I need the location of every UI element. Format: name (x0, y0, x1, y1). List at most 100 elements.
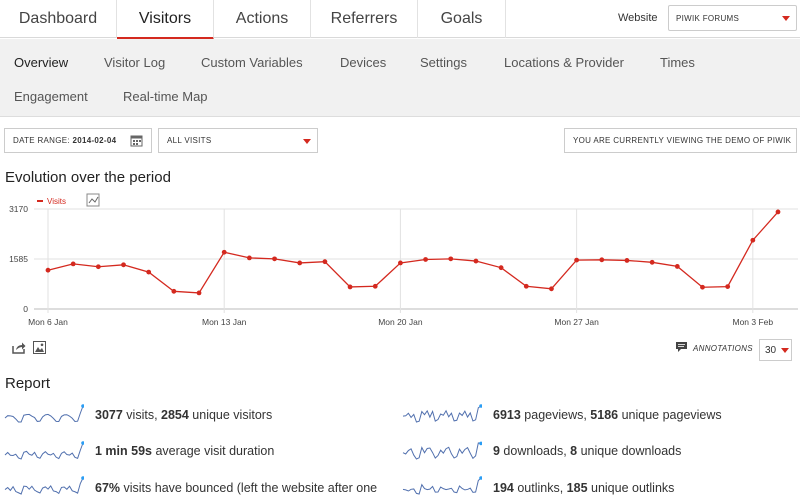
metric-label: unique pageviews (618, 408, 722, 422)
data-point[interactable] (423, 257, 428, 262)
data-point[interactable] (549, 286, 554, 292)
data-point[interactable] (700, 284, 705, 290)
tab-referrers[interactable]: Referrers (311, 0, 418, 38)
date-range-picker[interactable]: DATE RANGE: 2014-02-04 (4, 128, 152, 153)
sub-navigation: Overview Visitor Log Custom Variables De… (0, 39, 800, 117)
tab-actions[interactable]: Actions (214, 0, 311, 38)
subtab-settings[interactable]: Settings (420, 55, 467, 70)
metric-label: unique visitors (188, 408, 273, 422)
metric-bounce-rate: 67% (95, 481, 121, 495)
series-line-visits (47, 211, 779, 294)
metric-label: unique outlinks (587, 481, 675, 495)
metric-label: pageviews, (520, 408, 591, 422)
segment-selector[interactable]: ALL VISITS (158, 128, 318, 153)
tab-dashboard[interactable]: Dashboard (0, 0, 117, 38)
data-point[interactable] (624, 258, 630, 263)
sparkline-last-point (81, 404, 84, 408)
data-point[interactable] (246, 255, 252, 261)
chart-type-icon[interactable] (86, 193, 100, 207)
annotations-icon[interactable] (675, 341, 688, 353)
period-limit-value: 30 (765, 345, 777, 356)
sparkline-downloads (402, 441, 482, 460)
metric-label: visits have bounced (left the website af… (120, 481, 378, 495)
data-point[interactable] (473, 258, 479, 264)
data-point[interactable] (70, 261, 76, 267)
data-point[interactable] (221, 249, 227, 255)
segment-value: ALL VISITS (167, 136, 212, 145)
export-icon[interactable] (12, 341, 26, 354)
y-tick-label: 1585 (9, 254, 28, 264)
data-point[interactable] (775, 209, 781, 215)
subtab-engagement[interactable]: Engagement (14, 89, 88, 104)
data-point[interactable] (599, 257, 605, 263)
data-point[interactable] (372, 283, 378, 289)
data-point[interactable] (649, 259, 655, 265)
website-selector[interactable]: PIWIK FORUMS (668, 5, 797, 31)
data-point[interactable] (146, 269, 152, 275)
chevron-down-icon (781, 348, 789, 353)
report-row-visits: 3077 visits, 2854 unique visitors (95, 408, 272, 422)
subtab-realtime-map[interactable]: Real-time Map (123, 89, 208, 104)
metric-avg-duration: 1 min 59s (95, 444, 152, 458)
y-tick-label: 0 (23, 304, 28, 314)
data-point[interactable] (171, 288, 177, 294)
subtab-overview[interactable]: Overview (14, 55, 69, 70)
report-row-bounce-rate: 67% visits have bounced (left the websit… (95, 481, 377, 495)
data-point[interactable] (272, 256, 277, 262)
metric-outlinks: 194 (493, 481, 514, 495)
chevron-down-icon (782, 16, 790, 21)
sparkline-path (4, 442, 84, 460)
data-point[interactable] (196, 290, 202, 296)
sparkline-path (402, 477, 482, 495)
annotations-label[interactable]: ANNOTATIONS (693, 344, 753, 353)
chart-legend[interactable]: Visits (37, 197, 66, 206)
x-tick-label: Mon 6 Jan (28, 317, 68, 327)
tab-visitors[interactable]: Visitors (117, 0, 214, 40)
report-title: Report (5, 375, 51, 392)
period-limit-selector[interactable]: 30 (759, 339, 792, 361)
demo-notice-text: YOU ARE CURRENTLY VIEWING THE DEMO OF PI… (573, 136, 792, 145)
metric-unique-visitors: 2854 (161, 408, 189, 422)
data-point[interactable] (750, 237, 756, 243)
report-row-pageviews: 6913 pageviews, 5186 unique pageviews (493, 408, 722, 422)
metric-label: unique downloads (577, 444, 682, 458)
data-point[interactable] (297, 260, 303, 266)
x-tick-label: Mon 13 Jan (202, 317, 247, 327)
evolution-title: Evolution over the period (5, 169, 171, 186)
data-point[interactable] (574, 257, 580, 263)
data-point[interactable] (347, 284, 353, 290)
subtab-times[interactable]: Times (660, 55, 695, 70)
data-point[interactable] (448, 256, 454, 262)
subtab-devices[interactable]: Devices (340, 55, 387, 70)
report-row-visit-duration: 1 min 59s average visit duration (95, 444, 274, 458)
sparkline-last-point (479, 404, 482, 408)
chart-x-axis: Mon 6 Jan Mon 13 Jan Mon 20 Jan Mon 27 Jan M… (28, 317, 773, 327)
data-point[interactable] (725, 284, 731, 290)
data-point[interactable] (498, 265, 504, 271)
sparkline-visits (4, 404, 84, 423)
data-point[interactable] (322, 259, 328, 265)
image-icon[interactable] (33, 341, 46, 354)
chart-grid (34, 208, 798, 313)
subtab-custom-variables[interactable]: Custom Variables (201, 55, 303, 70)
y-tick-label: 3170 (9, 204, 28, 214)
data-point[interactable] (95, 264, 101, 270)
data-point[interactable] (45, 267, 51, 273)
website-selected-value: PIWIK FORUMS (676, 14, 740, 23)
data-point[interactable] (523, 283, 529, 289)
data-point[interactable] (674, 264, 680, 269)
metric-unique-pageviews: 5186 (590, 408, 619, 422)
metric-label: visits, (122, 408, 162, 422)
tab-goals[interactable]: Goals (418, 0, 506, 38)
chevron-down-icon (303, 139, 311, 144)
sparkline-path (4, 477, 84, 495)
metric-label: downloads, (499, 444, 571, 458)
data-point[interactable] (121, 262, 126, 268)
data-point[interactable] (398, 260, 403, 266)
x-tick-label: Mon 27 Jan (554, 317, 599, 327)
date-range-value: 2014-02-04 (72, 136, 117, 145)
metric-label: outlinks, (513, 481, 567, 495)
subtab-visitor-log[interactable]: Visitor Log (104, 55, 166, 70)
subtab-locations-provider[interactable]: Locations & Provider (504, 55, 624, 70)
